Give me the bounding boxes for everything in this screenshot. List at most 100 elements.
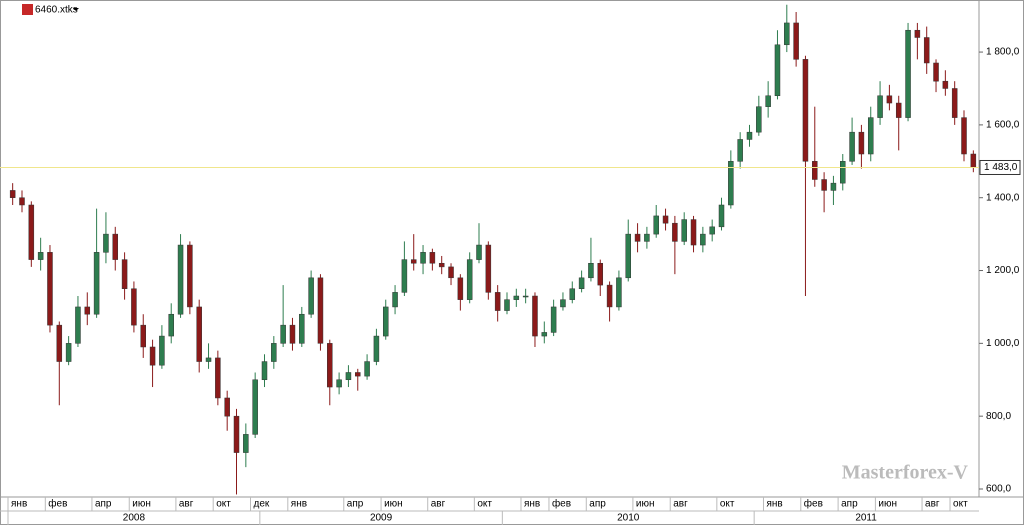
candle-body — [410, 259, 417, 264]
candle-body — [793, 22, 799, 60]
x-tick-label: окт — [720, 499, 735, 510]
candle-body — [597, 262, 604, 286]
candle-body — [187, 244, 193, 308]
candle-body — [485, 244, 492, 293]
x-tick-label: июн — [636, 499, 655, 510]
candle-body — [690, 219, 697, 246]
candle-body — [345, 372, 352, 381]
candle-body — [401, 259, 408, 293]
x-tick-label: апр — [589, 499, 606, 510]
y-tick-label: 1 000,0 — [986, 338, 1020, 349]
candle-body — [261, 361, 268, 381]
y-tick-label: 1 600,0 — [986, 120, 1020, 131]
candle-body — [177, 244, 184, 315]
last-price-label: 1 483,0 — [984, 162, 1018, 173]
candle-body — [560, 299, 566, 308]
candle-body — [457, 277, 464, 300]
candle-body — [867, 117, 874, 155]
candle-body — [215, 357, 221, 399]
candle-body — [784, 22, 790, 46]
candle-body — [728, 161, 734, 206]
x-tick-label: окт — [216, 499, 231, 510]
candle-body — [681, 219, 687, 242]
candle-body — [746, 131, 753, 140]
x-tick-label: авг — [431, 499, 446, 510]
candle-body — [252, 379, 258, 435]
x-tick-label: июн — [384, 499, 403, 510]
candle-body — [942, 80, 949, 89]
candle-body — [103, 233, 109, 253]
candle-body — [662, 215, 669, 224]
x-tick-label: окт — [477, 499, 492, 510]
y-tick-label: 600,0 — [986, 484, 1011, 495]
candle-body — [448, 266, 454, 279]
candle-body — [961, 117, 967, 155]
candle-body — [373, 335, 380, 362]
candle-body — [886, 95, 893, 104]
candle-body — [765, 95, 771, 107]
candle-body — [914, 29, 921, 38]
candle-body — [840, 161, 846, 184]
candle-body — [112, 233, 119, 260]
dropdown-arrow[interactable] — [73, 8, 79, 11]
candle-body — [653, 215, 659, 235]
x-tick-label: апр — [841, 499, 858, 510]
candle-body — [849, 131, 855, 162]
candle-body — [606, 284, 613, 308]
candle-body — [802, 59, 809, 162]
candle-body — [429, 252, 436, 264]
candle-body — [588, 262, 594, 279]
candle-body — [933, 62, 939, 82]
candle-body — [355, 372, 361, 377]
x-tick-label: апр — [347, 499, 364, 510]
candle-body — [616, 277, 622, 308]
candle-body — [494, 292, 501, 311]
y-tick-label: 1 400,0 — [986, 192, 1020, 203]
candle-body — [569, 288, 576, 300]
y-tick-label: 800,0 — [986, 411, 1011, 422]
candle-body — [243, 434, 249, 453]
candle-body — [65, 343, 72, 362]
candle-body — [382, 306, 389, 337]
x-tick-label: янв — [524, 499, 540, 510]
x-tick-label: авг — [925, 499, 940, 510]
candle-body — [47, 252, 53, 326]
candle-body — [289, 324, 296, 344]
watermark: Masterforex-V — [842, 462, 969, 484]
candle-body — [504, 299, 510, 311]
x-tick-label: фев — [552, 498, 571, 510]
symbol-icon — [22, 4, 33, 15]
year-label: 2009 — [370, 513, 393, 524]
x-tick-label: янв — [766, 499, 782, 510]
candle-body — [578, 277, 585, 289]
candle-body — [19, 197, 25, 206]
candle-body — [812, 161, 818, 180]
year-label: 2008 — [123, 513, 146, 524]
candle-body — [923, 37, 930, 64]
candle-body — [951, 88, 958, 118]
candle-body — [205, 357, 212, 362]
candle-body — [131, 288, 137, 326]
candle-body — [830, 182, 837, 191]
candle-body — [774, 44, 781, 97]
candle-body — [317, 277, 324, 344]
candle-body — [37, 252, 44, 260]
candle-body — [709, 226, 715, 235]
candle-body — [233, 415, 240, 453]
candle-body — [541, 332, 548, 337]
candle-body — [522, 295, 529, 298]
candle-body — [625, 233, 631, 279]
candle-body — [895, 102, 902, 118]
candle-body — [84, 306, 91, 315]
candle-body — [718, 204, 725, 228]
candle-body — [634, 233, 641, 242]
candle-body — [159, 335, 165, 366]
candle-body — [140, 324, 146, 348]
candle-body — [149, 346, 156, 366]
x-tick-label: янв — [291, 499, 307, 510]
candle-body — [280, 324, 286, 344]
candle-body — [308, 277, 314, 315]
candle-body — [28, 204, 35, 260]
